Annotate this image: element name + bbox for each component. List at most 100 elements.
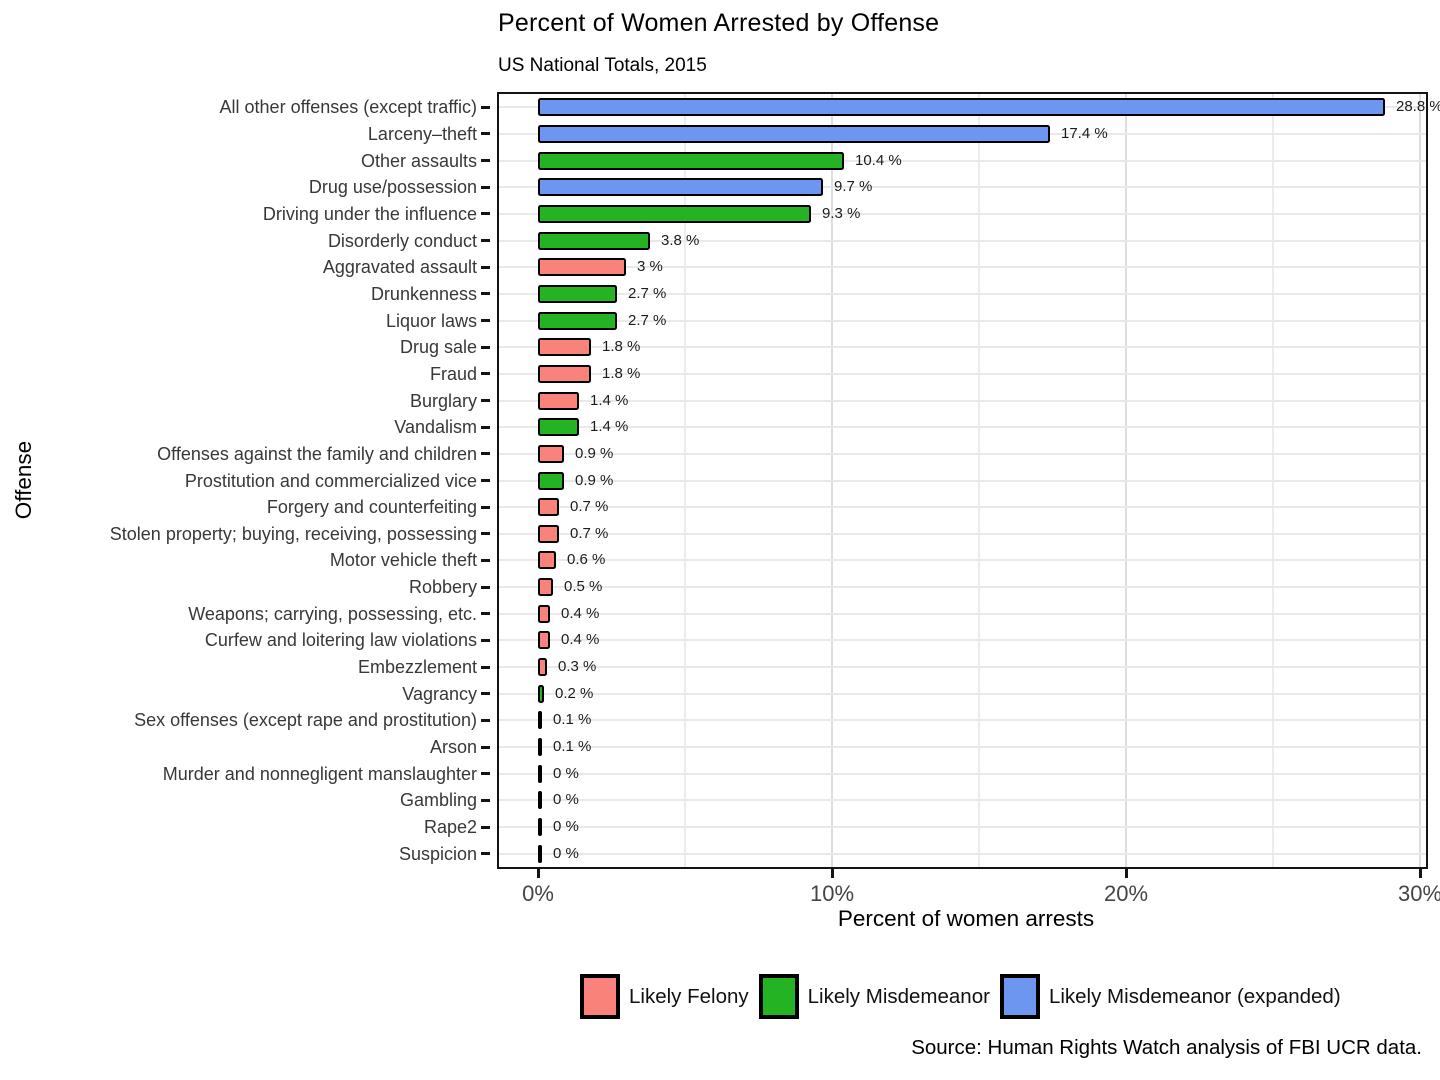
y-tick (481, 345, 490, 349)
category-label: Robbery (408, 577, 477, 598)
category-label: Stolen property; buying, receiving, poss… (109, 523, 477, 544)
row-gridline (499, 452, 1426, 455)
y-tick (481, 425, 490, 429)
row-gridline (499, 186, 1426, 189)
category-label: Motor vehicle theft (329, 550, 477, 571)
category-label: Fraud (429, 363, 477, 384)
category-label: Weapons; carrying, possessing, etc. (188, 603, 477, 624)
y-tick (481, 452, 490, 456)
bar (538, 338, 591, 357)
x-tick (536, 869, 540, 878)
bar (538, 524, 559, 543)
category-label: Drug use/possession (308, 177, 477, 198)
row-gridline (499, 212, 1426, 215)
y-tick (481, 159, 490, 163)
bar (538, 231, 650, 250)
x-tick (830, 869, 834, 878)
bar (538, 711, 542, 730)
plot-panel: 28.8 % 17.4 % 10.4 % 9.7 % 9.3 % 3.8 % 3 % 2.7 … (497, 92, 1440, 869)
y-tick (481, 265, 490, 269)
x-tick (1124, 869, 1128, 878)
y-tick (481, 612, 490, 616)
row-gridline (499, 159, 1426, 162)
value-label: 0 % (553, 791, 579, 809)
value-label: 3.8 % (661, 231, 700, 249)
bar (538, 364, 591, 383)
bar (538, 764, 542, 783)
y-tick (481, 558, 490, 562)
category-label: Sex offenses (except rape and prostituti… (134, 710, 477, 731)
category-label: Suspicion (398, 843, 477, 864)
category-label: Arson (429, 737, 477, 758)
bar (538, 844, 542, 863)
value-label: 0.9 % (575, 471, 614, 489)
value-label: 0.1 % (553, 711, 592, 729)
legend-label-expanded: Likely Misdemeanor (expanded) (1048, 984, 1341, 1008)
category-label: Burglary (409, 390, 477, 411)
felony-swatch (580, 974, 620, 1019)
y-tick (481, 185, 490, 189)
category-label: Murder and nonnegligent manslaughter (162, 763, 477, 784)
x-tick-label: 10% (809, 881, 855, 906)
expanded-swatch (999, 974, 1040, 1019)
row-gridline (499, 612, 1426, 615)
row-gridline (499, 399, 1426, 402)
row-gridline (499, 852, 1426, 855)
row-gridline (499, 719, 1426, 722)
y-tick (481, 212, 490, 216)
category-label: Prostitution and commercialized vice (184, 470, 477, 491)
y-tick (481, 825, 490, 829)
value-label: 2.7 % (628, 284, 667, 302)
row-gridline (499, 692, 1426, 695)
row-gridline (499, 239, 1426, 242)
y-tick (481, 372, 490, 376)
y-tick (481, 292, 490, 296)
category-label: Liquor laws (385, 310, 477, 331)
x-tick-label: 30% (1397, 881, 1440, 906)
category-label: Curfew and loitering law violations (204, 630, 477, 651)
row-gridline (499, 639, 1426, 642)
row-gridline (499, 666, 1426, 669)
value-label: 9.7 % (834, 178, 873, 196)
y-tick (481, 665, 490, 669)
row-gridline (499, 826, 1426, 829)
value-label: 1.8 % (602, 364, 641, 382)
page-title: Percent of Women Arrested by Offense (498, 9, 940, 37)
y-tick (481, 852, 490, 856)
row-gridline (499, 372, 1426, 375)
y-tick (481, 585, 490, 589)
row-gridline (499, 532, 1426, 535)
category-label: Gambling (399, 790, 477, 811)
row-gridline (499, 772, 1426, 775)
value-label: 0.5 % (564, 578, 603, 596)
legend-label-misdemeanor: Likely Misdemeanor (807, 984, 990, 1008)
y-tick (481, 532, 490, 536)
category-label: Offenses against the family and children (157, 443, 477, 464)
category-label: All other offenses (except traffic) (219, 97, 477, 118)
bar (538, 151, 844, 170)
value-label: 0 % (553, 844, 579, 862)
category-label: Driving under the influence (262, 203, 477, 224)
y-tick (481, 718, 490, 722)
y-tick (481, 132, 490, 136)
value-label: 0.2 % (555, 684, 594, 702)
bar (538, 258, 626, 277)
value-label: 0 % (553, 818, 579, 836)
bar (538, 738, 542, 757)
value-label: 10.4 % (855, 151, 902, 169)
y-tick (481, 319, 490, 323)
value-label: 1.8 % (602, 338, 641, 356)
y-tick (481, 692, 490, 696)
category-label: Larceny–theft (367, 123, 477, 144)
value-label: 9.3 % (822, 204, 861, 222)
row-gridline (499, 426, 1426, 429)
y-tick (481, 479, 490, 482)
y-tick (481, 399, 490, 403)
row-gridline (499, 746, 1426, 749)
category-label: Vagrancy (402, 683, 477, 704)
value-label: 2.7 % (628, 311, 667, 329)
bar (538, 684, 544, 703)
category-label: Aggravated assault (322, 257, 477, 278)
bar (538, 471, 564, 490)
y-tick (481, 798, 490, 802)
